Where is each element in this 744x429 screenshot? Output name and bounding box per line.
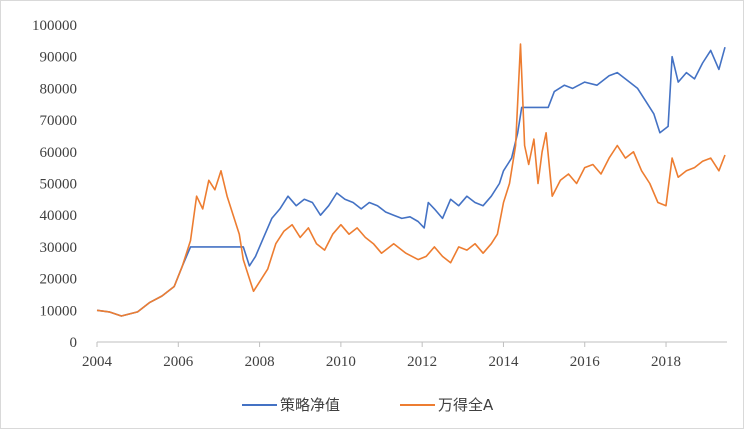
x-tick-label: 2006	[163, 354, 194, 370]
y-tick-label: 30000	[40, 240, 78, 256]
y-tick-label: 90000	[40, 50, 78, 66]
legend-label-wind-a: 万得全A	[438, 396, 494, 414]
y-tick-label: 40000	[40, 208, 78, 224]
x-axis-ticks: 2004 2006 2008 2010 2012 2014 2016 2018	[82, 342, 681, 370]
x-tick-label: 2008	[245, 354, 275, 370]
y-tick-label: 0	[70, 335, 78, 351]
legend: 策略净值 万得全A	[242, 396, 494, 414]
x-tick-label: 2016	[570, 354, 601, 370]
x-tick-label: 2012	[407, 354, 437, 370]
y-tick-label: 60000	[40, 145, 78, 161]
y-tick-label: 100000	[32, 18, 77, 34]
y-tick-label: 10000	[40, 303, 78, 319]
x-tick-label: 2004	[82, 354, 113, 370]
series-lines	[96, 43, 726, 317]
x-tick-label: 2010	[326, 354, 356, 370]
x-tick-label: 2014	[488, 354, 519, 370]
y-tick-label: 50000	[40, 177, 78, 193]
x-tick-label: 2018	[651, 354, 681, 370]
y-axis-ticks: 0 10000 20000 30000 40000 50000 60000 70000 8000…	[32, 18, 77, 351]
series-line-strategy	[96, 46, 726, 317]
legend-label-strategy: 策略净值	[280, 396, 340, 414]
y-tick-label: 70000	[40, 113, 78, 129]
series-line-wind-a	[96, 43, 726, 317]
y-tick-label: 20000	[40, 272, 78, 288]
y-tick-label: 80000	[40, 81, 78, 97]
